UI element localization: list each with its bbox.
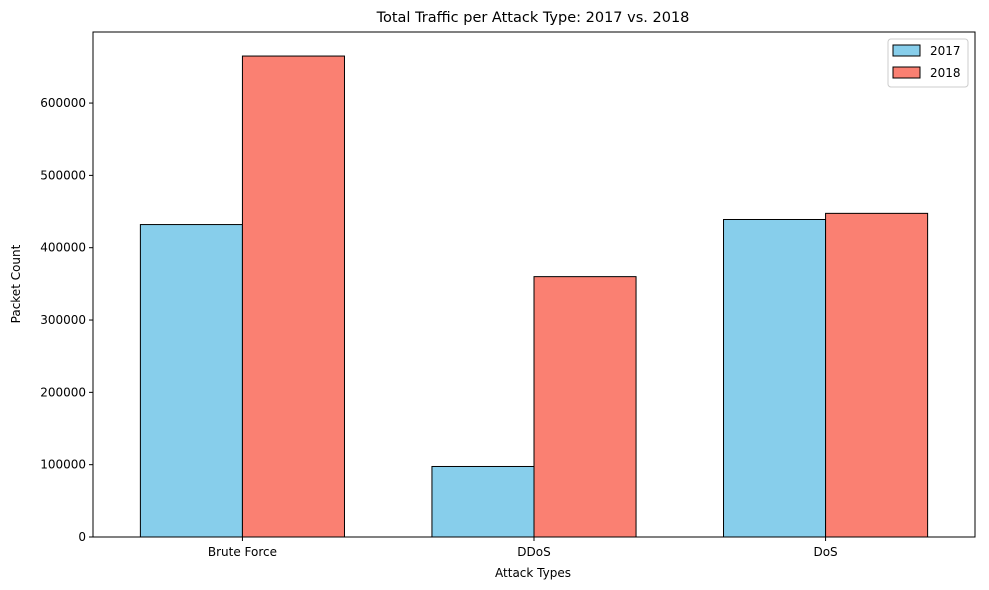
chart-title: Total Traffic per Attack Type: 2017 vs. … — [376, 10, 690, 26]
x-tick-label: DoS — [813, 545, 837, 559]
x-tick-label: Brute Force — [208, 545, 277, 559]
bar-2018-dos — [825, 212, 929, 538]
y-tick-label: 600000 — [40, 96, 86, 110]
y-tick-label: 400000 — [40, 241, 86, 255]
bar-2017-ddos — [431, 465, 535, 538]
y-tick-label: 500000 — [40, 168, 86, 182]
y-axis-title: Packet Count — [9, 244, 23, 323]
plot-frame — [92, 31, 976, 538]
legend-label-2018: 2018 — [930, 66, 961, 80]
x-axis: Brute Force DDoS DoS — [208, 537, 838, 559]
y-tick-label: 100000 — [40, 458, 86, 472]
y-tick-label: 200000 — [40, 385, 86, 399]
legend-swatch-2018 — [892, 66, 921, 79]
y-tick-label: 0 — [78, 530, 86, 544]
y-axis: 0 100000 200000 300000 400000 500000 600000 — [40, 96, 93, 544]
legend-label-2017: 2017 — [930, 44, 961, 58]
bar-2017-dos — [723, 218, 827, 538]
y-tick-label: 300000 — [40, 313, 86, 327]
legend: 2017 2018 — [887, 38, 969, 88]
bar-2018-brute-force — [241, 55, 345, 538]
legend-swatch-2017 — [892, 44, 921, 57]
bar-2018-ddos — [533, 276, 637, 538]
x-axis-title: Attack Types — [495, 566, 571, 580]
x-tick-label: DDoS — [517, 545, 550, 559]
bar-2017-brute-force — [139, 224, 243, 538]
bars-group — [139, 55, 929, 538]
